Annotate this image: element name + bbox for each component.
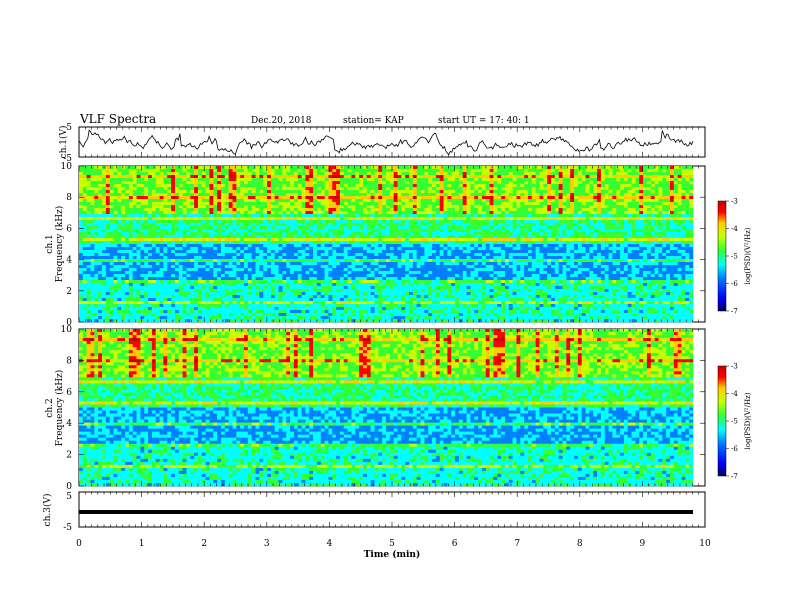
x-tick-label: 6 xyxy=(452,539,458,549)
ch2-spec-channel-label: ch.2 xyxy=(45,398,55,417)
x-tick-label: 4 xyxy=(327,539,333,549)
freq-tick-label: 2 xyxy=(66,451,72,461)
freq-tick-label: 8 xyxy=(66,356,72,366)
colorbar-tick-label: -4 xyxy=(731,390,738,398)
colorbar-tick-label: -6 xyxy=(731,445,738,453)
ch1-spectrogram-image xyxy=(79,166,694,323)
freq-tick-label: 0 xyxy=(66,318,72,328)
x-tick-label: 10 xyxy=(699,539,711,549)
ch1-ylabel: ch.1(V) xyxy=(58,126,69,159)
freq-tick-label: 6 xyxy=(66,224,72,234)
ch1-spec-channel-label: ch.1 xyxy=(45,234,55,253)
ch3-waveform-frame xyxy=(78,491,706,528)
x-axis-label: Time (min) xyxy=(364,549,421,560)
freq-tick-label: 2 xyxy=(66,287,72,297)
ch2-spectrogram-image xyxy=(79,329,694,487)
x-tick-label: 5 xyxy=(389,539,395,549)
x-tick-label: 3 xyxy=(264,539,270,549)
x-tick-label: 7 xyxy=(514,539,520,549)
colorbar-tick-label: -6 xyxy=(731,280,738,288)
time-tick-labels: 0 1 2 3 4 5 6 7 8 9 10 xyxy=(76,539,711,549)
colorbar-tick-label: -5 xyxy=(731,418,738,426)
x-tick-label: 0 xyxy=(76,539,82,549)
ch3-yt-top: 5 xyxy=(66,492,72,502)
ch1-spec-ylabel: Frequency (kHz) xyxy=(54,206,65,283)
x-tick-label: 1 xyxy=(139,539,145,549)
x-tick-label: 8 xyxy=(577,539,583,549)
freq-tick-label: 4 xyxy=(66,419,72,429)
x-tick-label: 9 xyxy=(640,539,646,549)
colorbar-tick-label: -7 xyxy=(731,473,738,481)
colorbar-tick-label: -5 xyxy=(731,253,738,261)
start-time-label: start UT = 17: 40: 1 xyxy=(438,116,530,126)
freq-tick-label: 6 xyxy=(66,388,72,398)
freq-tick-label: 4 xyxy=(66,256,72,266)
colorbar-tick-label: -4 xyxy=(731,225,738,233)
freq-tick-label: 10 xyxy=(61,162,73,172)
chart-title: VLF Spectra xyxy=(79,112,156,126)
axis-ticks xyxy=(78,127,706,527)
ch3-waveform-line xyxy=(79,510,693,514)
ch1-yt-bottom: -5 xyxy=(63,154,72,164)
ch1-colorbar-label: log(PSD)(V²/Hz) xyxy=(744,227,752,284)
colorbar-tick-label: -3 xyxy=(731,198,738,206)
ch3-ylabel: ch.3(V) xyxy=(42,494,53,527)
x-tick-label: 2 xyxy=(201,539,207,549)
freq-tick-label: 10 xyxy=(61,325,73,335)
colorbar-tick-label: -3 xyxy=(731,363,738,371)
ch1-yt-top: 5 xyxy=(66,123,72,133)
colorbar-ticks: -3 -4 -5 -6 -7 -3 -4 -5 -6 -7 xyxy=(726,198,738,481)
station-label: station= KAP xyxy=(343,116,404,126)
ch2-colorbar-label: log(PSD)(V²/Hz) xyxy=(744,392,752,449)
ch2-colorbar xyxy=(717,365,727,477)
colorbar-tick-label: -7 xyxy=(731,308,738,316)
date-label: Dec.20, 2018 xyxy=(251,116,312,126)
freq-tick-label: 0 xyxy=(66,482,72,492)
ch2-spec-ylabel: Frequency (kHz) xyxy=(54,370,65,447)
ch3-yt-bottom: -5 xyxy=(63,523,72,533)
ch1-waveform-line xyxy=(78,129,694,156)
freq-tick-label: 8 xyxy=(66,193,72,203)
ch1-colorbar xyxy=(717,200,727,312)
